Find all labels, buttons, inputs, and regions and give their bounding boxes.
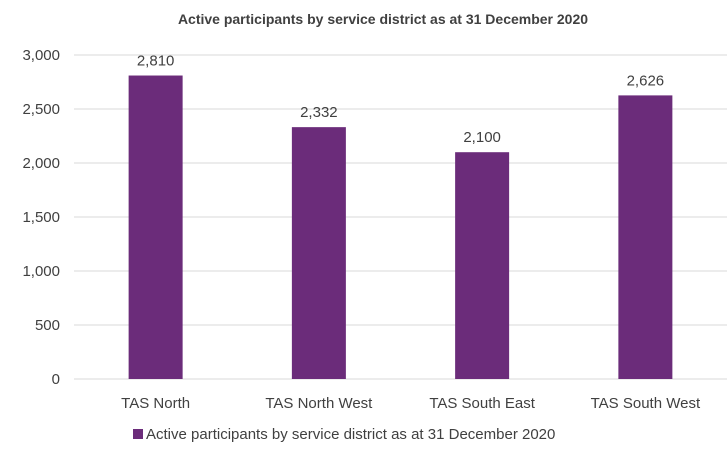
data-labels: 2,810 2,332 2,100 2,626 <box>137 53 664 147</box>
legend-swatch <box>133 429 143 439</box>
y-tick-label: 3,000 <box>22 47 60 64</box>
y-axis: 0 500 1,000 1,500 2,000 2,500 3,000 <box>22 47 60 388</box>
y-tick-label: 0 <box>52 371 60 388</box>
y-tick-label: 1,000 <box>22 263 60 280</box>
gridlines <box>74 54 727 380</box>
x-tick-label: TAS North West <box>265 395 373 412</box>
chart-title: Active participants by service district … <box>178 11 588 27</box>
data-label: 2,332 <box>300 104 338 121</box>
data-label: 2,100 <box>463 129 501 146</box>
data-label: 2,626 <box>627 72 665 89</box>
bars <box>128 75 673 380</box>
y-tick-label: 2,500 <box>22 101 60 118</box>
bar <box>455 152 510 379</box>
x-axis: TAS North TAS North West TAS South East TAS… <box>121 395 701 412</box>
bar <box>291 127 346 379</box>
bar <box>618 95 673 379</box>
data-label: 2,810 <box>137 53 175 70</box>
x-tick-label: TAS North <box>121 395 190 412</box>
x-tick-label: TAS South West <box>591 395 701 412</box>
legend: Active participants by service district … <box>133 426 555 443</box>
y-tick-label: 2,000 <box>22 155 60 172</box>
bar <box>128 75 183 380</box>
x-tick-label: TAS South East <box>429 395 535 412</box>
y-tick-label: 1,500 <box>22 209 60 226</box>
y-tick-label: 500 <box>35 317 60 334</box>
legend-label: Active participants by service district … <box>146 426 555 443</box>
